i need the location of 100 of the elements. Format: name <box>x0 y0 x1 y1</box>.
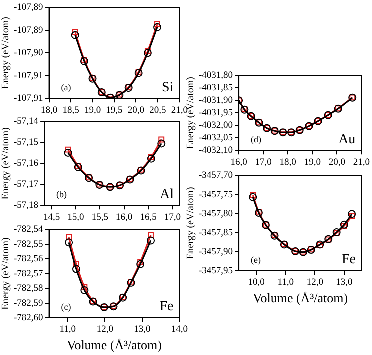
annotation: (e) <box>251 254 262 265</box>
y-tick-label: -782,54 <box>14 225 44 236</box>
x-tick-label: 10,0 <box>248 278 266 288</box>
x-axis-title: Volume (Å³/atom) <box>253 290 348 306</box>
y-tick-label: -57,15 <box>14 138 39 148</box>
y-tick-label: -3457,90 <box>198 247 234 258</box>
y-axis-title: Energy (eV/atom) <box>0 238 12 310</box>
y-tick-label: -107,90 <box>14 48 44 59</box>
point <box>349 214 356 220</box>
x-tick-label: 11,0 <box>278 278 294 288</box>
annotation: (d) <box>251 134 262 144</box>
point <box>74 261 80 268</box>
y-tick-label: -57,17 <box>14 180 39 190</box>
point <box>144 48 151 54</box>
y-tick-label: -4032,05 <box>198 134 234 144</box>
x-tick-label: 16,5 <box>140 212 158 223</box>
y-tick-label: -3457,75 <box>198 190 234 200</box>
point <box>72 29 78 36</box>
point <box>148 232 154 238</box>
point <box>249 193 258 202</box>
x-tick-label: 20,0 <box>328 158 346 168</box>
point <box>80 286 89 294</box>
annotation: (b) <box>56 189 68 200</box>
point <box>340 220 348 229</box>
x-tick-label: 17,0 <box>164 212 182 223</box>
y-tick-label: -107,89 <box>14 26 44 36</box>
annotation: Fe <box>342 252 356 268</box>
point <box>71 31 80 40</box>
y-tick-label: -4031,90 <box>198 96 234 106</box>
y-tick-label: -782,56 <box>14 254 44 265</box>
y-tick-label: -782,55 <box>14 240 44 250</box>
point <box>348 210 356 218</box>
y-tick-label: -57,14 <box>14 117 39 128</box>
point <box>144 49 152 58</box>
y-tick-label: -57,16 <box>14 159 39 170</box>
point <box>136 260 145 268</box>
y-tick-label: -3457,70 <box>198 171 234 182</box>
point <box>82 284 88 290</box>
point <box>65 238 74 247</box>
x-tick-label: 12,0 <box>96 325 114 336</box>
x-tick-label: 15,5 <box>92 212 109 223</box>
x-tick-label: 21,0 <box>171 106 188 116</box>
x-tick-label: 15,0 <box>68 212 85 223</box>
point <box>154 21 160 28</box>
y-tick-label: -4032,10 <box>198 146 234 156</box>
annotation: (c) <box>61 302 72 312</box>
y-tick-label: -4031,80 <box>198 71 234 82</box>
x-tick-label: 20,5 <box>150 106 167 116</box>
y-tick-label: -782,58 <box>14 284 44 294</box>
y-tick-label: -3457,95 <box>198 266 234 276</box>
y-tick-label: -107,91 <box>14 71 44 82</box>
point <box>256 208 262 215</box>
point <box>158 140 166 148</box>
point <box>72 265 80 274</box>
point <box>254 209 263 218</box>
point <box>154 23 162 32</box>
annotation: Al <box>160 187 174 202</box>
point <box>148 154 154 160</box>
y-axis-title: Energy (eV/atom) <box>186 187 197 260</box>
x-tick-label: 13,0 <box>336 278 353 288</box>
x-tick-label: 19,5 <box>106 106 124 116</box>
x-tick-label: 17,0 <box>255 158 272 168</box>
y-tick-label: -107,89 <box>14 3 44 14</box>
x-tick-label: 14,0 <box>171 325 188 336</box>
y-tick-label: -3457,80 <box>198 209 234 220</box>
y-tick-label: -107,91 <box>14 94 44 104</box>
x-axis-title: Volume (Å³/atom) <box>66 338 162 353</box>
point <box>64 148 72 157</box>
point <box>82 56 88 63</box>
y-tick-label: -782,57 <box>14 269 44 280</box>
y-tick-label: -782,60 <box>14 314 44 324</box>
y-axis-title: Energy (eV/atom) <box>0 128 12 200</box>
x-tick-label: 18,5 <box>62 106 80 116</box>
annotation: Au <box>338 132 356 148</box>
x-tick-label: 18,0 <box>280 158 297 168</box>
x-tick-label: 11,0 <box>60 325 76 336</box>
point <box>66 234 72 240</box>
x-tick-label: 19,0 <box>304 158 322 168</box>
x-tick-label: 20,0 <box>128 106 145 116</box>
point <box>80 57 88 66</box>
x-tick-label: 21,0 <box>353 158 370 168</box>
annotation: Fe <box>160 300 174 315</box>
point <box>250 192 256 198</box>
y-tick-label: -782,59 <box>14 298 44 309</box>
point <box>147 154 156 163</box>
annotation: Si <box>162 80 174 96</box>
point <box>65 146 72 153</box>
x-tick-label: 18,0 <box>40 106 58 116</box>
x-tick-label: 14,5 <box>43 212 60 223</box>
y-tick-label: -4031,85 <box>198 84 234 94</box>
x-tick-label: 19,0 <box>84 106 102 116</box>
y-tick-label: -4032,00 <box>198 121 234 132</box>
x-tick-label: 13,0 <box>134 325 151 336</box>
annotation: (a) <box>61 82 72 92</box>
point <box>147 236 155 245</box>
y-tick-label: -3457,85 <box>198 228 234 238</box>
y-tick-label: -4031,95 <box>198 108 234 119</box>
y-axis-title: Energy (eV/atom) <box>0 17 12 90</box>
x-tick-label: 12,0 <box>306 278 324 288</box>
y-tick-label: -57,18 <box>14 201 39 212</box>
